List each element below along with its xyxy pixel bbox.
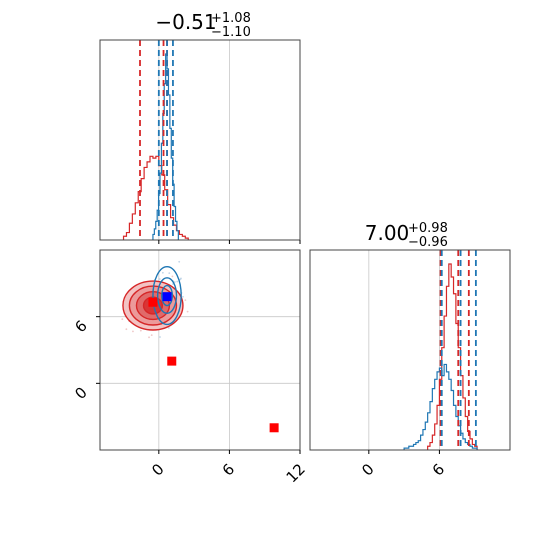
truth-marker bbox=[148, 297, 158, 307]
tick-label: 6 bbox=[71, 317, 90, 336]
sample-point bbox=[180, 277, 182, 280]
sample-point bbox=[125, 328, 128, 331]
axes-frame-param1-hist bbox=[309, 249, 511, 451]
sample-point bbox=[173, 281, 176, 283]
param0-title: −0.51 +1.08 −1.10 bbox=[155, 10, 250, 40]
grid-param1-hist bbox=[368, 250, 440, 450]
sample-point bbox=[186, 310, 189, 313]
sample-point bbox=[159, 336, 161, 338]
sample-point bbox=[148, 336, 150, 339]
histogram-step bbox=[152, 53, 179, 240]
tick-label: 0 bbox=[71, 383, 90, 402]
param1-title-lower: −0.96 bbox=[408, 235, 448, 250]
sample-point bbox=[171, 275, 174, 278]
param0-title-upper: +1.08 bbox=[211, 11, 251, 26]
param1-title: 7.00 +0.98 −0.96 bbox=[365, 221, 448, 250]
sample-point bbox=[121, 318, 124, 321]
quantile-lines-param0 bbox=[139, 40, 174, 240]
param1-title-median: 7.00 bbox=[365, 221, 410, 245]
sample-point bbox=[182, 295, 184, 298]
sample-point bbox=[139, 329, 142, 332]
axes-frame-param0-hist bbox=[99, 39, 301, 241]
sample-point bbox=[158, 278, 161, 280]
tick-label: 6 bbox=[219, 460, 238, 479]
param1-title-upper: +0.98 bbox=[408, 221, 448, 236]
truth-markers bbox=[148, 292, 279, 433]
histogram-panel-param1 bbox=[309, 249, 511, 451]
sample-point bbox=[167, 327, 170, 329]
sample-point bbox=[171, 283, 174, 285]
truth-marker bbox=[162, 292, 172, 302]
truth-marker bbox=[269, 423, 279, 433]
sample-point bbox=[132, 330, 134, 333]
truth-marker bbox=[167, 356, 177, 366]
histograms-param0 bbox=[122, 53, 189, 240]
tick-label: 0 bbox=[148, 460, 167, 479]
contour-level-blue bbox=[156, 277, 178, 315]
sample-point bbox=[150, 334, 153, 337]
param0-title-lower: −1.10 bbox=[211, 25, 251, 40]
sample-point bbox=[184, 299, 187, 302]
sample-point bbox=[168, 272, 171, 275]
tick-label: 0 bbox=[358, 460, 377, 479]
tick-label: 12 bbox=[283, 460, 309, 486]
param0-title-median: −0.51 bbox=[155, 10, 216, 34]
contour-level-blue bbox=[161, 284, 174, 307]
scatter-contour-panel bbox=[99, 249, 301, 451]
quantile-lines-param1 bbox=[439, 250, 477, 450]
sample-point bbox=[161, 271, 164, 274]
sample-point bbox=[178, 260, 181, 263]
histogram-panel-param0 bbox=[99, 39, 301, 241]
tick-label: 6 bbox=[429, 460, 448, 479]
contour-level-blue bbox=[152, 265, 182, 326]
sample-point bbox=[176, 280, 179, 283]
axes-frame-2d bbox=[99, 249, 301, 451]
histogram-step bbox=[403, 363, 478, 450]
